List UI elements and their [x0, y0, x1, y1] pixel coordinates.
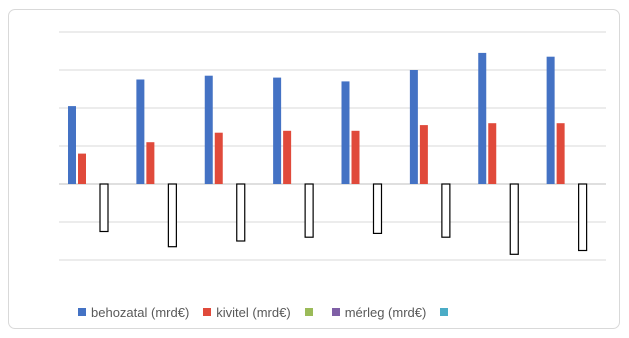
bar-series-1-cat-0 [78, 153, 86, 184]
legend-item-2 [304, 308, 318, 316]
legend-swatch-2 [304, 308, 313, 316]
bar-series-1-cat-4 [351, 130, 360, 184]
bar-series-3-cat-4 [372, 183, 383, 235]
legend-swatch-0 [78, 308, 86, 316]
bar-series-3-cat-0 [99, 183, 109, 233]
bar-series-0-cat-6 [478, 52, 487, 185]
bar-series-1-cat-7 [556, 123, 565, 184]
legend-label-1: kivitel (mrd€) [216, 304, 291, 320]
bar-series-0-cat-0 [68, 106, 76, 184]
bar-series-3-cat-7 [578, 183, 588, 252]
bar-series-1-cat-3 [283, 130, 292, 184]
legend-item-1: kivitel (mrd€) [203, 304, 291, 320]
bar-series-1-cat-6 [488, 123, 497, 184]
bar-series-0-cat-3 [273, 77, 282, 184]
legend-swatch-3 [331, 308, 340, 316]
bar-series-3-cat-3 [304, 183, 314, 238]
bar-series-3-cat-1 [167, 183, 177, 248]
bar-series-0-cat-5 [409, 70, 418, 184]
bar-series-0-cat-1 [136, 79, 145, 184]
bar-series-0-cat-7 [546, 56, 555, 185]
legend-item-3: mérleg (mrd€) [331, 304, 427, 320]
bar-series-3-cat-5 [441, 183, 451, 238]
legend-item-0: behozatal (mrd€) [78, 305, 189, 320]
legend-label-3: mérleg (mrd€) [344, 304, 427, 320]
legend-swatch-4 [440, 308, 449, 316]
bar-series-1-cat-1 [146, 142, 155, 184]
bar-series-1-cat-5 [419, 125, 428, 184]
legend-label-0: behozatal (mrd€) [91, 304, 190, 320]
bar-series-0-cat-2 [204, 75, 213, 184]
bar-series-3-cat-2 [236, 183, 246, 242]
chart-legend: behozatal (mrd€) kivitel (mrd€) mérleg (mr… [78, 303, 467, 321]
bar-series-1-cat-2 [214, 132, 223, 184]
chart-frame [8, 9, 620, 329]
bar-series-0-cat-4 [341, 81, 350, 184]
legend-swatch-1 [203, 308, 212, 316]
bar-series-3-cat-6 [509, 183, 519, 255]
legend-item-4 [440, 308, 453, 316]
